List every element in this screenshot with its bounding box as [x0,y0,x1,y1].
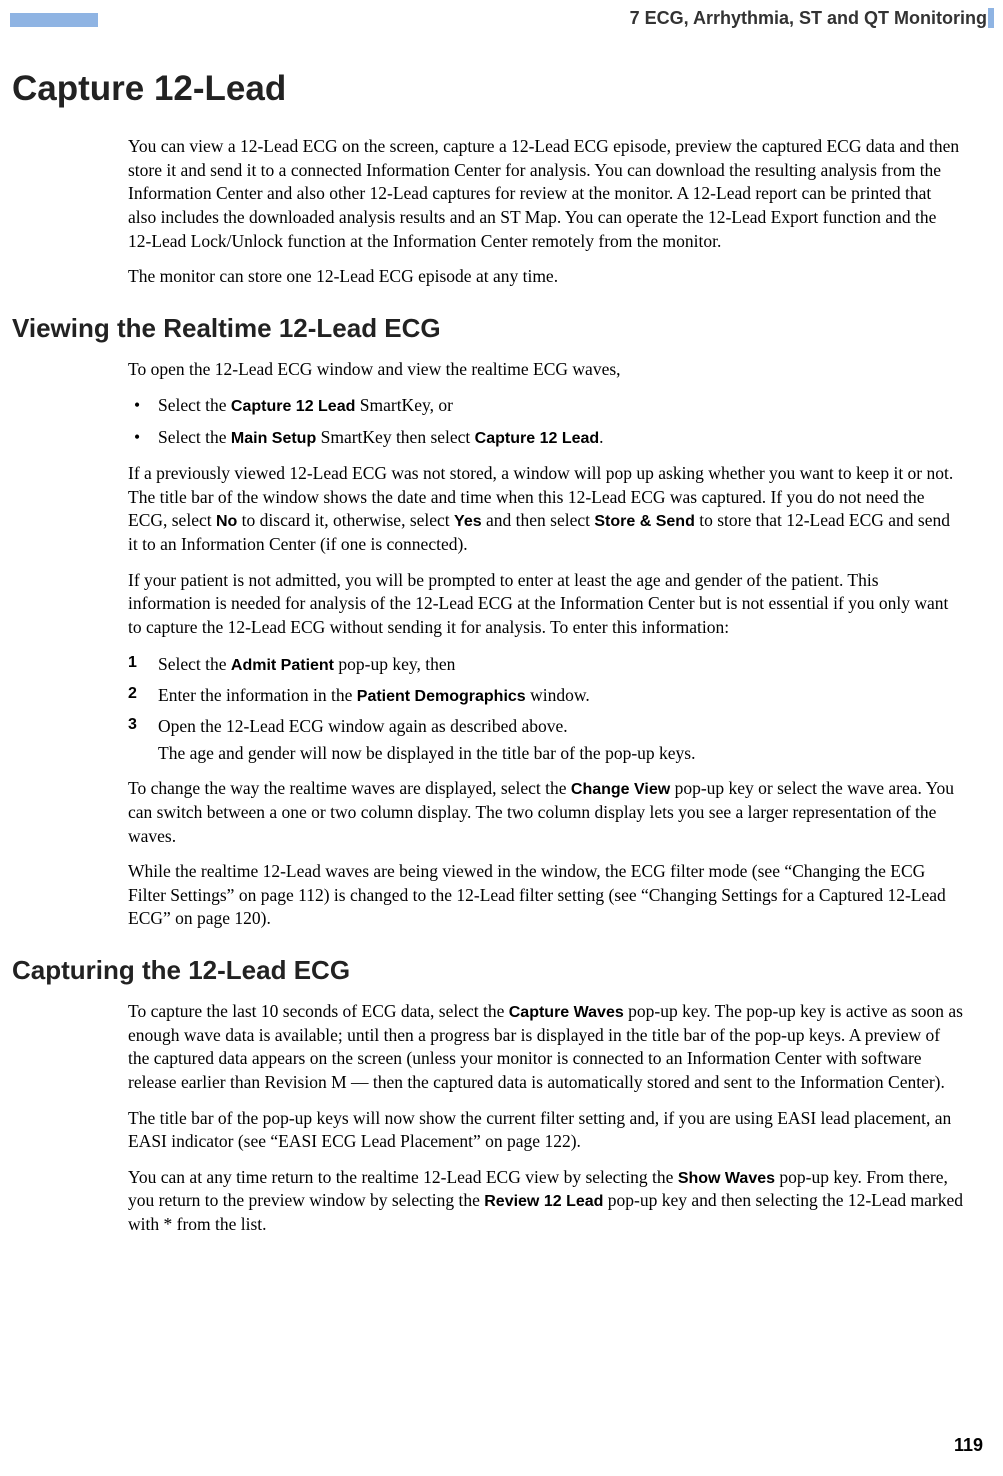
paragraph: You can view a 12-Lead ECG on the screen… [128,135,963,253]
paragraph: To open the 12-Lead ECG window and view … [128,358,963,382]
chapter-title: 7 ECG, Arrhythmia, ST and QT Monitoring [98,8,991,29]
ui-label: Store & Send [594,513,694,530]
header-right-accent [988,8,994,28]
paragraph: To capture the last 10 seconds of ECG da… [128,1000,963,1095]
step-number: 2 [128,683,137,705]
paragraph: The title bar of the pop-up keys will no… [128,1107,963,1154]
list-item: Select the Capture 12 Lead SmartKey, or [128,393,963,418]
paragraph: If your patient is not admitted, you wil… [128,569,963,640]
step-number: 3 [128,714,137,736]
ui-label: No [216,513,237,530]
step-number: 1 [128,652,137,674]
list-item: 3Open the 12-Lead ECG window again as de… [128,714,963,765]
list-item: 1Select the Admit Patient pop-up key, th… [128,652,963,677]
bullet-list: Select the Capture 12 Lead SmartKey, or … [128,393,963,450]
paragraph: If a previously viewed 12-Lead ECG was n… [128,462,963,557]
ui-label: Patient Demographics [357,688,526,705]
list-item: Select the Main Setup SmartKey then sele… [128,425,963,450]
paragraph: To change the way the realtime waves are… [128,777,963,848]
page-content: Capture 12-Lead You can view a 12-Lead E… [0,69,1003,1237]
ui-label: Change View [571,781,670,798]
ui-label: Yes [454,513,482,530]
page-number: 119 [954,1435,983,1456]
page-header: 7 ECG, Arrhythmia, ST and QT Monitoring [0,0,1003,29]
ui-label: Review 12 Lead [484,1193,603,1210]
heading-2: Viewing the Realtime 12-Lead ECG [12,313,963,344]
heading-1: Capture 12-Lead [12,69,963,109]
ui-label: Admit Patient [231,657,334,674]
list-item: 2Enter the information in the Patient De… [128,683,963,708]
numbered-list: 1Select the Admit Patient pop-up key, th… [128,652,963,766]
ui-label: Capture 12 Lead [231,398,355,415]
paragraph: The monitor can store one 12-Lead ECG ep… [128,265,963,289]
heading-2: Capturing the 12-Lead ECG [12,955,963,986]
paragraph: While the realtime 12-Lead waves are bei… [128,860,963,931]
ui-label: Capture 12 Lead [475,430,599,447]
ui-label: Show Waves [678,1170,775,1187]
ui-label: Capture Waves [509,1004,624,1021]
paragraph: You can at any time return to the realti… [128,1166,963,1237]
ui-label: Main Setup [231,430,316,447]
sub-paragraph: The age and gender will now be displayed… [158,741,963,766]
header-accent-bar [10,13,98,27]
